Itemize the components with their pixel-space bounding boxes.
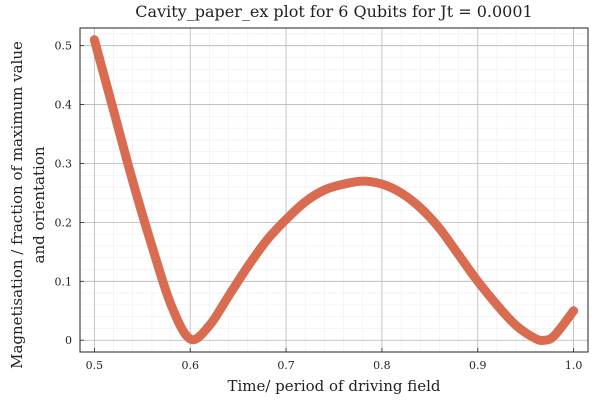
chart-title: Cavity_paper_ex plot for 6 Qubits for Jt… <box>135 2 532 21</box>
x-tick-labels: 0.5 0.6 0.7 0.8 0.9 1.0 <box>86 359 583 372</box>
plot-frame <box>79 27 589 353</box>
x-tick-label: 0.7 <box>277 359 295 372</box>
y-tick-label: 0.2 <box>55 216 73 229</box>
x-tick-label: 0.5 <box>86 359 104 372</box>
y-tick-label: 0.4 <box>55 99 73 112</box>
y-tick-label: 0.1 <box>55 275 73 288</box>
y-tick-labels: 0 0.1 0.2 0.3 0.4 0.5 <box>55 40 73 348</box>
y-axis-label-line-1: Magnetisation / fraction of maximum valu… <box>8 41 26 369</box>
x-tick-label: 0.8 <box>373 359 391 372</box>
x-axis-label: Time/ period of driving field <box>227 377 440 395</box>
x-tick-label: 1.0 <box>565 359 583 372</box>
x-tick-label: 0.6 <box>181 359 199 372</box>
series-layer <box>89 35 579 346</box>
y-axis-label-line-2: and orientation <box>30 146 48 263</box>
series-line-0 <box>89 35 579 346</box>
y-tick-label: 0.3 <box>55 157 73 170</box>
y-tick-label: 0.5 <box>55 40 73 53</box>
x-tick-label: 0.9 <box>469 359 487 372</box>
y-tick-label: 0 <box>65 334 72 347</box>
